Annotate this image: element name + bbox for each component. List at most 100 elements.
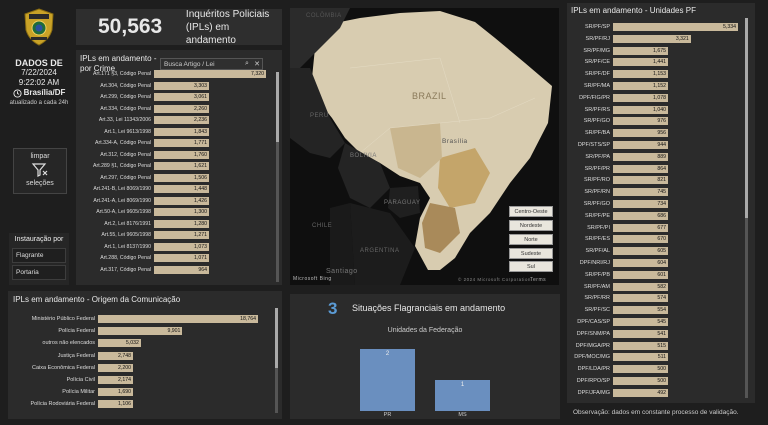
pf-unit-bar[interactable]: 956	[613, 129, 668, 138]
flagrante-bar[interactable]: 1	[435, 380, 490, 411]
pf-unit-row[interactable]: DPF/JFA/MG 492	[567, 388, 668, 397]
crime-bar[interactable]: 1,280	[154, 219, 209, 228]
pf-unit-bar[interactable]: 511	[613, 353, 668, 362]
origem-row[interactable]: Justiça Federal 2,748	[8, 351, 133, 360]
pf-unit-row[interactable]: SR/PF/AM 582	[567, 282, 668, 291]
crime-row[interactable]: Art.317, Código Penal 964	[76, 265, 209, 274]
pf-unit-row[interactable]: SR/PF/RS 1,040	[567, 105, 668, 114]
origem-bar[interactable]: 18,764	[98, 315, 258, 323]
pf-unit-bar[interactable]: 5,334	[613, 23, 738, 31]
pf-unit-row[interactable]: SR/PF/AL 605	[567, 247, 668, 256]
crime-row[interactable]: Art.171 §3, Código Penal 7,320	[76, 70, 266, 78]
pf-unit-bar[interactable]: 1,441	[613, 58, 668, 67]
pf-unit-row[interactable]: SR/PF/GO 976	[567, 117, 668, 126]
crime-bar[interactable]: 2,260	[154, 104, 209, 113]
crime-row[interactable]: Art.297, Código Penal 1,506	[76, 173, 209, 182]
pf-unit-bar[interactable]: 944	[613, 141, 668, 149]
crime-bar[interactable]: 1,843	[154, 127, 209, 136]
pf-unit-row[interactable]: DPF/FIG/PR 1,078	[567, 93, 668, 102]
pf-unit-bar[interactable]: 492	[613, 388, 668, 397]
pf-unit-bar[interactable]: 745	[613, 188, 668, 197]
pf-unit-bar[interactable]: 821	[613, 176, 668, 185]
crime-row[interactable]: Art.50-A, Lei 9605/1998 1,300	[76, 208, 209, 216]
pf-unit-row[interactable]: DPF/CAS/SP 545	[567, 318, 668, 326]
origem-scroll-thumb[interactable]	[275, 308, 278, 368]
pf-unit-row[interactable]: SR/PF/RR 574	[567, 294, 668, 303]
pf-unit-row[interactable]: DPF/MOC/MG 511	[567, 353, 668, 362]
close-icon[interactable]: ✕	[254, 61, 260, 68]
pf-unit-row[interactable]: SR/PF/PE 686	[567, 211, 668, 220]
pf-unit-row[interactable]: SR/PF/PB 601	[567, 270, 668, 279]
pf-unit-bar[interactable]: 605	[613, 247, 668, 256]
crime-row[interactable]: Art.334, Código Penal 2,260	[76, 104, 209, 113]
pf-unit-row[interactable]: DPF/STS/SP 944	[567, 141, 668, 149]
crime-row[interactable]: Art.1, Lei 8137/1990 1,073	[76, 242, 209, 251]
crime-scrollbar[interactable]	[276, 72, 279, 282]
clear-selections-button[interactable]: limpar seleções	[13, 148, 67, 194]
pf-unit-bar[interactable]: 3,321	[613, 34, 691, 43]
pf-unit-bar[interactable]: 976	[613, 117, 668, 126]
pf-unit-row[interactable]: SR/PF/MG 1,675	[567, 46, 668, 55]
crime-row[interactable]: Art.288, Código Penal 1,071	[76, 254, 209, 262]
pf-unit-row[interactable]: SR/PF/PA 889	[567, 152, 668, 161]
pf-unit-bar[interactable]: 686	[613, 211, 668, 220]
crime-bar[interactable]: 1,073	[154, 242, 209, 251]
pf-unit-bar[interactable]: 864	[613, 164, 668, 173]
terms-link[interactable]: Terms	[530, 277, 547, 283]
crime-scroll-thumb[interactable]	[276, 72, 279, 142]
origem-bar[interactable]: 1,690	[98, 388, 133, 397]
search-input[interactable]: Busca Artigo / Lei ⌕ ✕	[160, 58, 263, 70]
pf-unit-row[interactable]: SR/PF/CE 1,441	[567, 58, 668, 67]
crime-row[interactable]: Art.289 §1, Código Penal 1,621	[76, 162, 209, 170]
pf-unit-row[interactable]: SR/PF/BA 956	[567, 129, 668, 138]
pf-unit-bar[interactable]: 1,078	[613, 93, 668, 102]
pf-unit-bar[interactable]: 541	[613, 329, 668, 338]
legend-centro-oeste[interactable]: Centro-Oeste	[509, 206, 553, 217]
option-portaria[interactable]: Portaria	[12, 265, 66, 280]
crime-bar[interactable]: 1,506	[154, 173, 209, 182]
pf-unit-bar[interactable]: 515	[613, 341, 668, 350]
origem-row[interactable]: Ministério Público Federal 18,764	[8, 315, 258, 323]
pf-unit-bar[interactable]: 1,040	[613, 105, 668, 114]
pf-unit-bar[interactable]: 677	[613, 223, 668, 232]
pf-unit-bar[interactable]: 1,152	[613, 82, 668, 90]
pf-unit-row[interactable]: DPF/MGA/PR 515	[567, 341, 668, 350]
crime-bar[interactable]: 2,236	[154, 116, 209, 124]
legend-sudeste[interactable]: Sudeste	[509, 248, 553, 259]
origem-row[interactable]: Polícia Federal 9,901	[8, 327, 183, 336]
crime-row[interactable]: Art.304, Código Penal 3,303	[76, 81, 209, 90]
pf-unit-row[interactable]: SR/PF/GO 734	[567, 200, 668, 208]
crime-bar[interactable]: 1,760	[154, 150, 209, 159]
crime-bar[interactable]: 1,448	[154, 185, 209, 193]
crime-row[interactable]: Art.241-B, Lei 8069/1990 1,448	[76, 185, 209, 193]
region-centro-oeste[interactable]	[390, 123, 442, 178]
crime-row[interactable]: Art.1, Lei 9613/1998 1,843	[76, 127, 209, 136]
origem-bar[interactable]: 2,174	[98, 376, 133, 384]
pf-scrollbar[interactable]	[745, 18, 748, 398]
pf-unit-row[interactable]: SR/PF/ES 670	[567, 235, 668, 244]
pf-unit-row[interactable]: SR/PF/SP 5,334	[567, 23, 738, 31]
pf-unit-bar[interactable]: 1,675	[613, 46, 668, 55]
legend-norte[interactable]: Norte	[509, 234, 553, 245]
pf-unit-row[interactable]: DPF/RPO/SP 500	[567, 377, 668, 385]
pf-unit-row[interactable]: SR/PF/RN 745	[567, 188, 668, 197]
pf-unit-row[interactable]: DPF/NRI/RJ 604	[567, 259, 668, 267]
pf-unit-bar[interactable]: 1,153	[613, 70, 668, 79]
pf-scroll-thumb[interactable]	[745, 18, 748, 218]
crime-bar[interactable]: 1,621	[154, 162, 209, 170]
pf-unit-row[interactable]: SR/PF/RJ 3,321	[567, 34, 691, 43]
pf-unit-bar[interactable]: 889	[613, 152, 668, 161]
legend-sul[interactable]: Sul	[509, 261, 553, 272]
pf-unit-bar[interactable]: 554	[613, 306, 668, 315]
crime-row[interactable]: Art.2, Lei 8176/1991 1,280	[76, 219, 209, 228]
origem-row[interactable]: Polícia Rodoviária Federal 1,106	[8, 400, 133, 409]
pf-unit-bar[interactable]: 545	[613, 318, 668, 326]
pf-unit-row[interactable]: DPF/SNM/PA 541	[567, 329, 668, 338]
pf-unit-bar[interactable]: 670	[613, 235, 668, 244]
pf-unit-bar[interactable]: 604	[613, 259, 668, 267]
origem-bar[interactable]: 9,901	[98, 327, 183, 336]
pf-unit-bar[interactable]: 601	[613, 270, 668, 279]
pf-unit-bar[interactable]: 500	[613, 377, 668, 385]
origem-row[interactable]: outros não elencados 5,032	[8, 339, 141, 348]
map-panel[interactable]: COLÔMBIA BRAZIL Brasília PERU BOLIVIA PA…	[290, 8, 559, 285]
